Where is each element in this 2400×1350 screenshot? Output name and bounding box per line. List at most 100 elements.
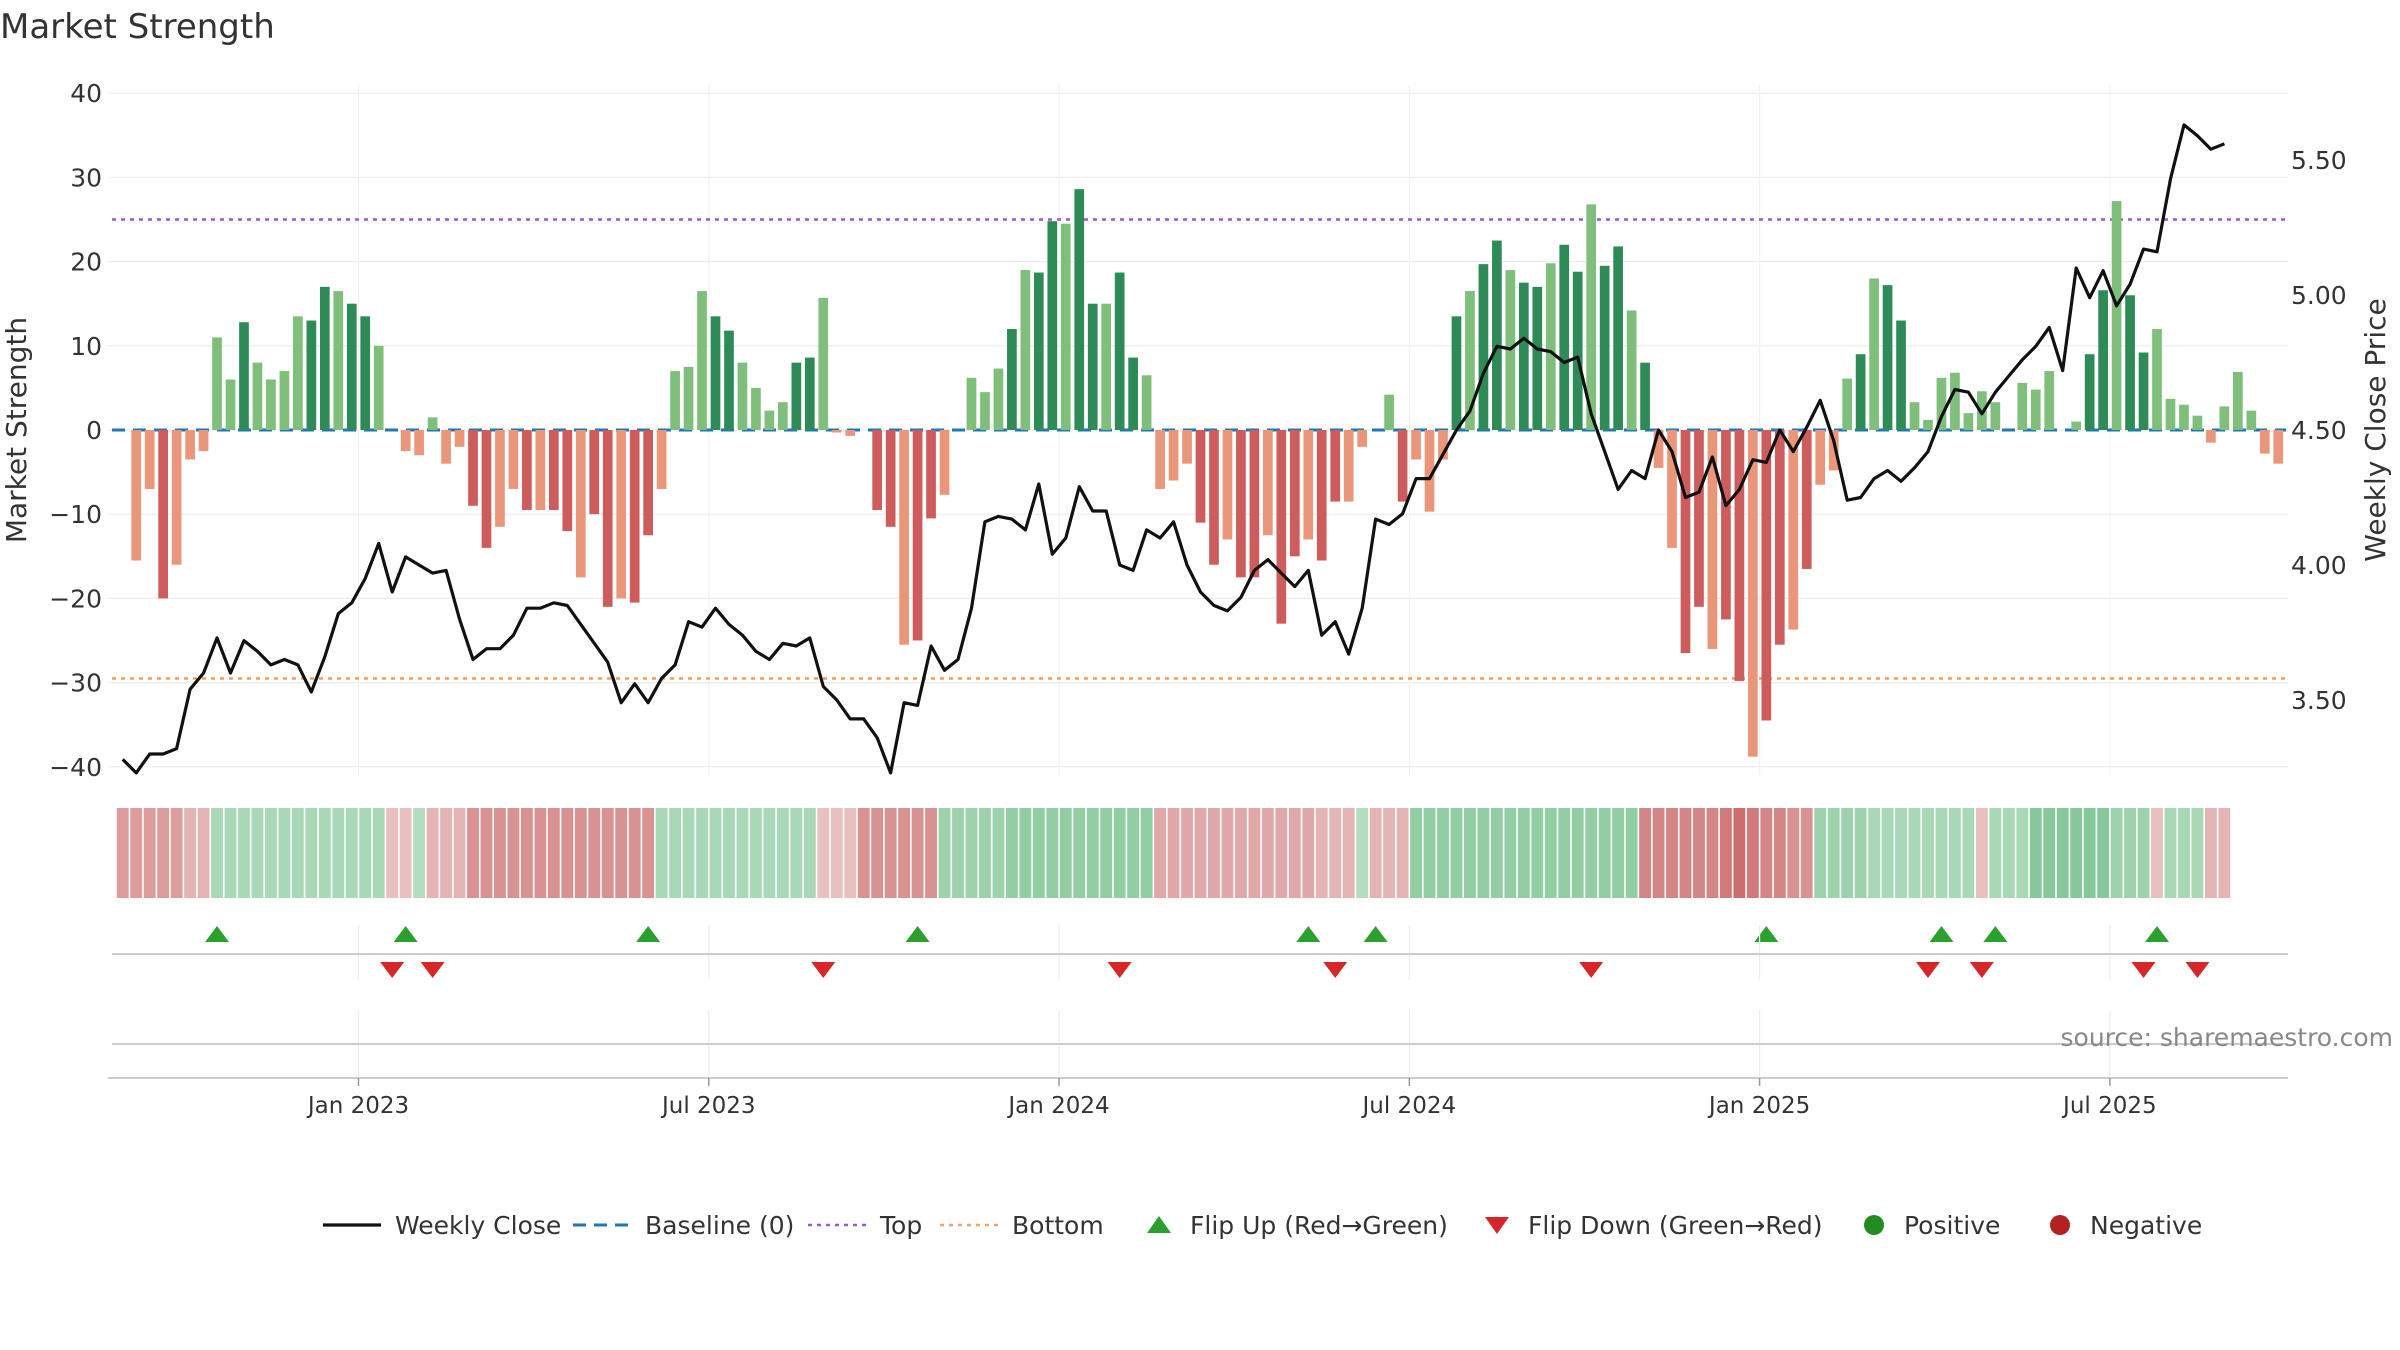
strength-bar	[2219, 406, 2230, 430]
strength-bar	[2273, 430, 2284, 464]
heat-cell	[1032, 808, 1045, 898]
heat-cell	[925, 808, 937, 898]
heat-cell	[1059, 808, 1072, 898]
strength-bar	[171, 430, 182, 565]
strength-bar	[2044, 371, 2055, 430]
heat-cell	[1975, 808, 1988, 898]
heat-cell	[736, 808, 749, 898]
left-axis-ticks: 40 30 20 10 0 −10 −20 −30 −40	[49, 79, 102, 782]
y2-tick-label: 4.00	[2291, 551, 2347, 580]
heat-cell	[1895, 808, 1907, 898]
heat-cell	[116, 808, 129, 898]
y-tick-label: −10	[49, 500, 102, 529]
strength-bar	[1249, 430, 1260, 578]
y-tick-label: 20	[70, 248, 102, 277]
heat-cell	[1248, 808, 1261, 898]
heat-cell	[857, 808, 870, 898]
heat-cell	[1477, 808, 1490, 898]
strength-bar	[2206, 430, 2216, 443]
strength-bar	[831, 430, 842, 433]
heat-cell	[2097, 808, 2110, 898]
strength-bar	[2152, 328, 2162, 430]
strength-bar	[1788, 430, 1799, 630]
legend-label: Bottom	[1012, 1211, 1104, 1240]
strength-bar	[333, 291, 344, 430]
heat-cell	[143, 808, 156, 898]
heat-cell	[642, 808, 655, 898]
strength-bar	[1451, 316, 1462, 430]
heat-cell	[1719, 808, 1732, 898]
strength-bar	[1761, 430, 1772, 721]
strength-bar	[1141, 375, 1152, 430]
strength-bar	[939, 430, 950, 495]
heat-cell	[507, 808, 520, 898]
strength-bar	[306, 320, 317, 430]
strength-bar	[1289, 430, 1300, 557]
strength-bar	[670, 371, 680, 430]
x-tick-label: Jul 2025	[2061, 1093, 2157, 1119]
strength-bar	[279, 371, 290, 430]
strength-bar	[697, 291, 707, 430]
legend-label: Negative	[2090, 1211, 2202, 1240]
heat-cell	[359, 808, 372, 898]
strength-bar	[2232, 371, 2243, 430]
x-tick-label: Jan 2023	[306, 1093, 409, 1119]
flip-down-marker	[1915, 962, 1940, 978]
strength-bar	[1774, 430, 1785, 645]
strength-bar	[373, 345, 384, 430]
heat-cell	[197, 808, 210, 898]
strength-bar	[575, 430, 586, 578]
heat-cell	[992, 808, 1005, 898]
heat-cell	[1679, 808, 1692, 898]
strength-bar	[212, 337, 222, 430]
flip-up-marker	[1983, 926, 2008, 942]
flip-down-marker	[2131, 962, 2156, 978]
strength-bar	[966, 377, 977, 430]
strength-bar	[1842, 378, 1853, 430]
heat-cell	[130, 808, 143, 898]
strength-bar	[1721, 430, 1731, 620]
strength-bar	[2246, 410, 2257, 430]
strength-bar	[562, 430, 573, 532]
flip-up-marker	[1296, 926, 1321, 942]
heat-cell	[898, 808, 911, 898]
heat-cell	[1194, 808, 1207, 898]
heat-cell	[2043, 808, 2056, 898]
strength-bar	[454, 430, 465, 447]
x-tick-label: Jan 2024	[1006, 1093, 1109, 1119]
heat-cell	[911, 808, 924, 898]
strength-bar	[1074, 189, 1085, 430]
heat-cell	[601, 808, 614, 898]
strength-bar	[1694, 430, 1704, 607]
strength-bar	[1343, 430, 1354, 502]
strength-bar	[1707, 430, 1718, 649]
heat-cell	[1504, 808, 1517, 898]
strength-bar	[778, 402, 788, 430]
flip-down-marker	[1323, 962, 1348, 978]
strength-bar	[1263, 430, 1273, 536]
legend-label: Top	[879, 1211, 922, 1240]
strength-bar	[1209, 430, 1219, 565]
legend-swatch-marker	[2050, 1215, 2070, 1235]
strength-bar	[468, 430, 478, 506]
heat-cell	[884, 808, 897, 898]
heat-cell	[1113, 808, 1126, 898]
heat-cell	[1531, 808, 1544, 898]
y-tick-label: 30	[70, 163, 102, 192]
strength-bar	[737, 362, 748, 430]
heat-cell	[2110, 808, 2123, 898]
strength-bar	[1532, 286, 1543, 430]
strength-bar	[724, 330, 734, 430]
heat-cell	[723, 808, 735, 898]
strength-bar	[1653, 430, 1664, 468]
strength-bar	[508, 430, 519, 489]
heat-cell	[1410, 808, 1422, 898]
flip-up-marker	[393, 926, 418, 942]
heat-cell	[574, 808, 587, 898]
right-axis-ticks: 5.50 5.00 4.50 4.00 3.50	[2291, 146, 2347, 715]
source-note: source: sharemaestro.com	[2061, 1023, 2394, 1052]
heat-cell	[170, 808, 183, 898]
heat-cell	[386, 808, 399, 898]
heat-cell	[1005, 808, 1018, 898]
strength-bar	[1101, 303, 1112, 430]
